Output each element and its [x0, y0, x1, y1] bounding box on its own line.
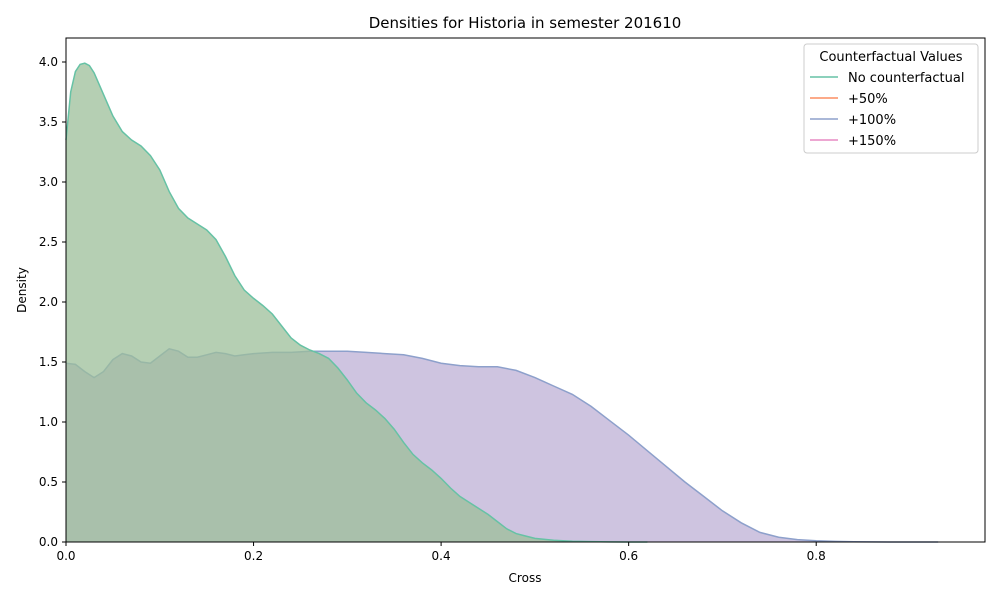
- density-area-1: [66, 63, 648, 542]
- y-tick-label: 2.5: [39, 235, 58, 249]
- x-tick-label: 0.8: [807, 549, 826, 563]
- y-tick-label: 4.0: [39, 55, 58, 69]
- legend-entries: No counterfactual +50% +100% +150%: [810, 71, 964, 149]
- legend-entry-label: +50%: [848, 92, 888, 107]
- x-tick-label: 0.6: [619, 549, 638, 563]
- x-tick-label: 0.0: [56, 549, 75, 563]
- y-tick-label: 2.0: [39, 295, 58, 309]
- y-tick-label: 3.5: [39, 115, 58, 129]
- y-tick-label: 1.0: [39, 415, 58, 429]
- y-tick-label: 0.0: [39, 535, 58, 549]
- x-tick-label: 0.4: [432, 549, 451, 563]
- density-line-1: [65, 62, 648, 543]
- y-tick-label: 3.0: [39, 175, 58, 189]
- legend: Counterfactual Values No counterfactual +…: [803, 43, 979, 154]
- legend-entry-label: +100%: [848, 113, 896, 128]
- y-tick-label: 1.5: [39, 355, 58, 369]
- legend-entry-label: +150%: [848, 134, 896, 149]
- plot-areas: [65, 62, 939, 543]
- x-axis-ticks: 0.0 0.2 0.4 0.6 0.8: [56, 542, 826, 563]
- legend-entry-label: No counterfactual: [848, 71, 964, 86]
- y-axis-label: Density: [15, 267, 29, 313]
- y-tick-label: 0.5: [39, 475, 58, 489]
- x-axis-label: Cross: [509, 571, 542, 585]
- plot-frame: [65, 37, 986, 543]
- legend-box: [803, 43, 979, 154]
- x-tick-label: 0.2: [244, 549, 263, 563]
- legend-title: Counterfactual Values: [819, 50, 962, 65]
- y-axis-ticks: 0.0 0.5 1.0 1.5 2.0 2.5 3.0 3.5 4.0: [39, 55, 66, 549]
- chart-title: Densities for Historia in semester 20161…: [369, 14, 682, 32]
